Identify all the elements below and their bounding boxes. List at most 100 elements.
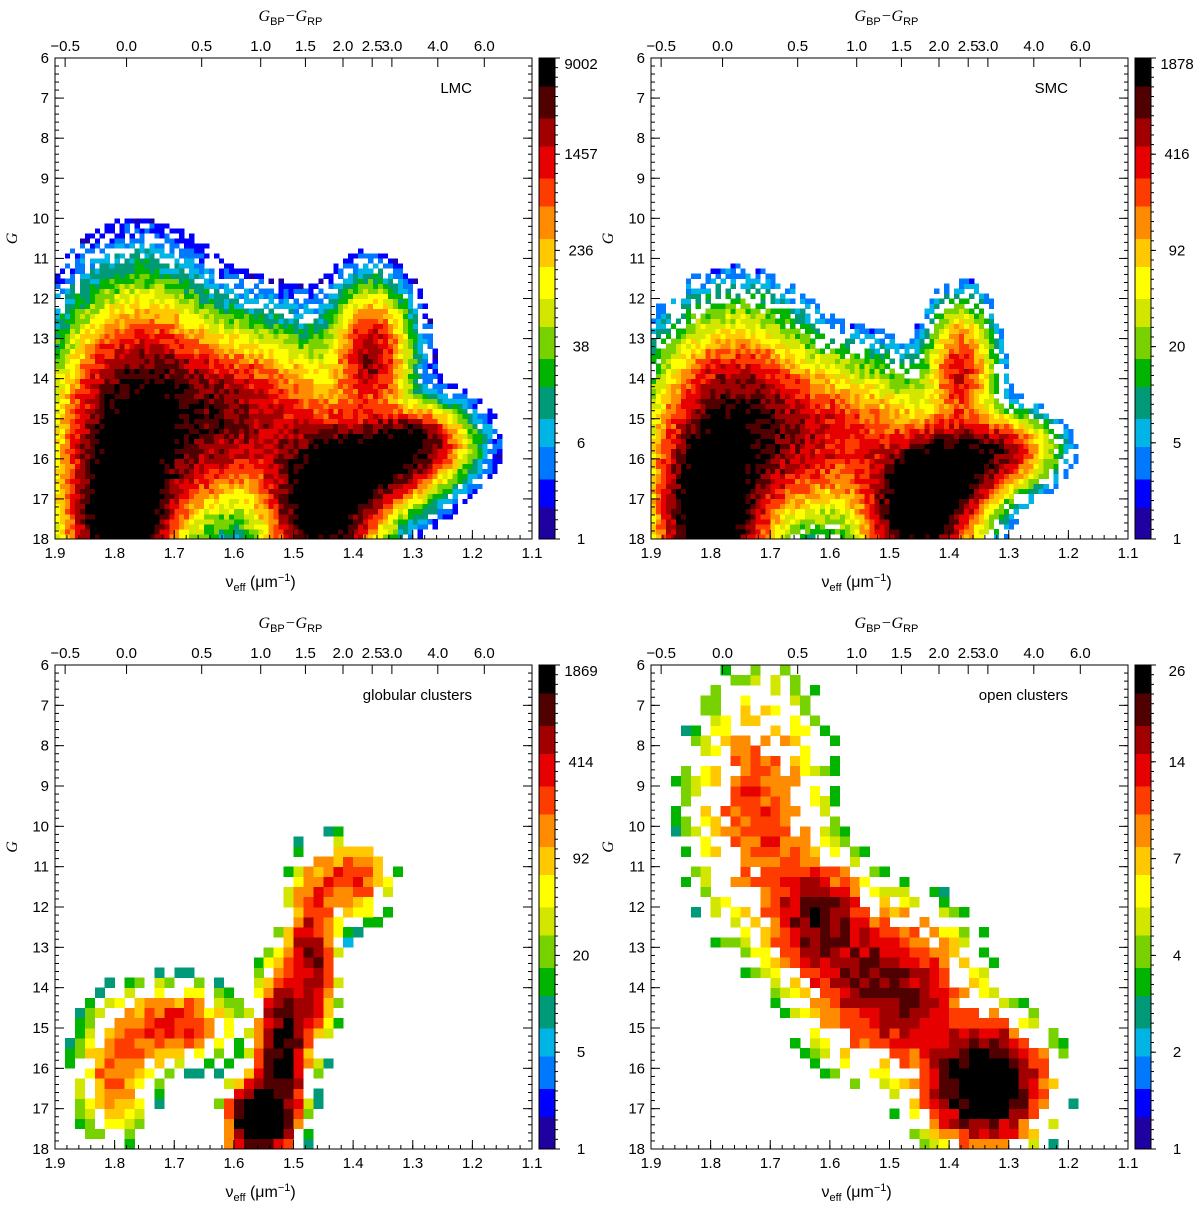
heatmap-cell: [59, 503, 66, 510]
heatmap-cell: [710, 528, 716, 535]
heatmap-cell: [268, 438, 274, 445]
heatmap-cell: [154, 268, 160, 274]
heatmap-cell: [114, 333, 120, 339]
heatmap-cell: [159, 288, 165, 294]
heatmap-cell: [223, 508, 230, 515]
heatmap-cell: [228, 298, 235, 304]
heatmap-cell: [69, 453, 76, 460]
heatmap-cell: [313, 503, 319, 510]
heatmap-cell: [392, 468, 399, 475]
heatmap-cell: [377, 343, 384, 349]
heatmap-cell: [104, 443, 110, 450]
heatmap-cell: [154, 318, 160, 324]
heatmap-cell: [308, 493, 314, 500]
heatmap-cell: [392, 368, 399, 374]
heatmap-cell: [59, 288, 66, 294]
heatmap-cell: [298, 513, 304, 520]
heatmap-cell: [333, 303, 339, 309]
colorbar-step: [539, 178, 555, 183]
heatmap-cell: [189, 478, 195, 485]
heatmap-cell: [298, 448, 304, 455]
heatmap-cell: [144, 448, 150, 455]
heatmap-cell: [223, 443, 230, 450]
top-tick-label: 1.5: [295, 38, 316, 55]
heatmap-cell: [363, 283, 369, 289]
heatmap-cell: [308, 383, 314, 389]
heatmap-cell: [343, 393, 349, 400]
heatmap-cell: [377, 368, 384, 374]
heatmap-cell: [914, 533, 920, 540]
heatmap-cell: [119, 273, 125, 279]
heatmap-cell: [194, 363, 200, 369]
heatmap-cell: [199, 533, 205, 540]
heatmap-cell: [238, 278, 245, 284]
heatmap-cell: [199, 483, 205, 490]
heatmap-cell: [248, 318, 255, 324]
heatmap-cell: [243, 323, 250, 329]
heatmap-cell: [432, 488, 438, 495]
heatmap-cell: [164, 428, 170, 435]
heatmap-cell: [353, 428, 359, 435]
heatmap-cell: [169, 333, 175, 339]
heatmap-cell: [174, 228, 180, 234]
heatmap-cell: [139, 338, 145, 344]
heatmap-cell: [407, 393, 414, 400]
heatmap-cell: [407, 448, 414, 455]
heatmap-cell: [268, 413, 274, 420]
heatmap-cell: [278, 313, 284, 319]
heatmap-cell: [104, 528, 110, 535]
heatmap-cell: [487, 448, 493, 455]
heatmap-cell: [154, 363, 160, 369]
heatmap-cell: [209, 463, 215, 470]
heatmap-cell: [939, 523, 945, 530]
heatmap-cell: [373, 433, 379, 440]
heatmap-cell: [144, 373, 150, 379]
heatmap-cell: [412, 378, 419, 384]
heatmap-cell: [154, 358, 160, 364]
heatmap-cell: [104, 228, 110, 234]
heatmap-cell: [109, 533, 115, 540]
heatmap-cell: [129, 313, 135, 319]
heatmap-cell: [313, 403, 319, 410]
heatmap-cell: [412, 428, 419, 435]
heatmap-cell: [298, 283, 304, 289]
heatmap-cell: [104, 413, 110, 420]
colorbar-step: [539, 142, 555, 147]
heatmap-cell: [74, 383, 81, 389]
heatmap-cell: [179, 423, 185, 430]
heatmap-cell: [288, 393, 294, 400]
heatmap-cell: [214, 508, 220, 515]
heatmap-cell: [432, 463, 438, 470]
heatmap-cell: [685, 533, 692, 540]
heatmap-cell: [55, 443, 61, 450]
heatmap-cell: [457, 488, 463, 495]
heatmap-cell: [358, 473, 364, 480]
heatmap-cell: [377, 523, 384, 530]
colorbar-step: [539, 414, 555, 420]
heatmap-cell: [204, 448, 210, 455]
heatmap-cell: [74, 258, 81, 264]
heatmap-cell: [79, 443, 86, 450]
heatmap-cell: [278, 418, 284, 425]
heatmap-cell: [214, 378, 220, 384]
heatmap-cell: [199, 498, 205, 505]
heatmap-cell: [144, 513, 150, 520]
heatmap-cell: [318, 368, 324, 374]
heatmap-cell: [392, 488, 399, 495]
heatmap-cell: [402, 463, 409, 470]
heatmap-cell: [79, 388, 86, 394]
heatmap-cell: [214, 388, 220, 394]
heatmap-cell: [194, 493, 200, 500]
heatmap-cell: [179, 228, 185, 234]
heatmap-cell: [174, 513, 180, 520]
heatmap-cell: [209, 348, 215, 354]
heatmap-cell: [288, 408, 294, 415]
colorbar-step: [539, 206, 555, 211]
heatmap-cell: [149, 223, 155, 229]
heatmap-cell: [238, 428, 245, 435]
top-tick-label: 6.0: [474, 38, 495, 55]
heatmap-cell: [333, 478, 339, 485]
heatmap-cell: [149, 318, 155, 324]
heatmap-cell: [218, 308, 225, 314]
heatmap-cell: [159, 313, 165, 319]
